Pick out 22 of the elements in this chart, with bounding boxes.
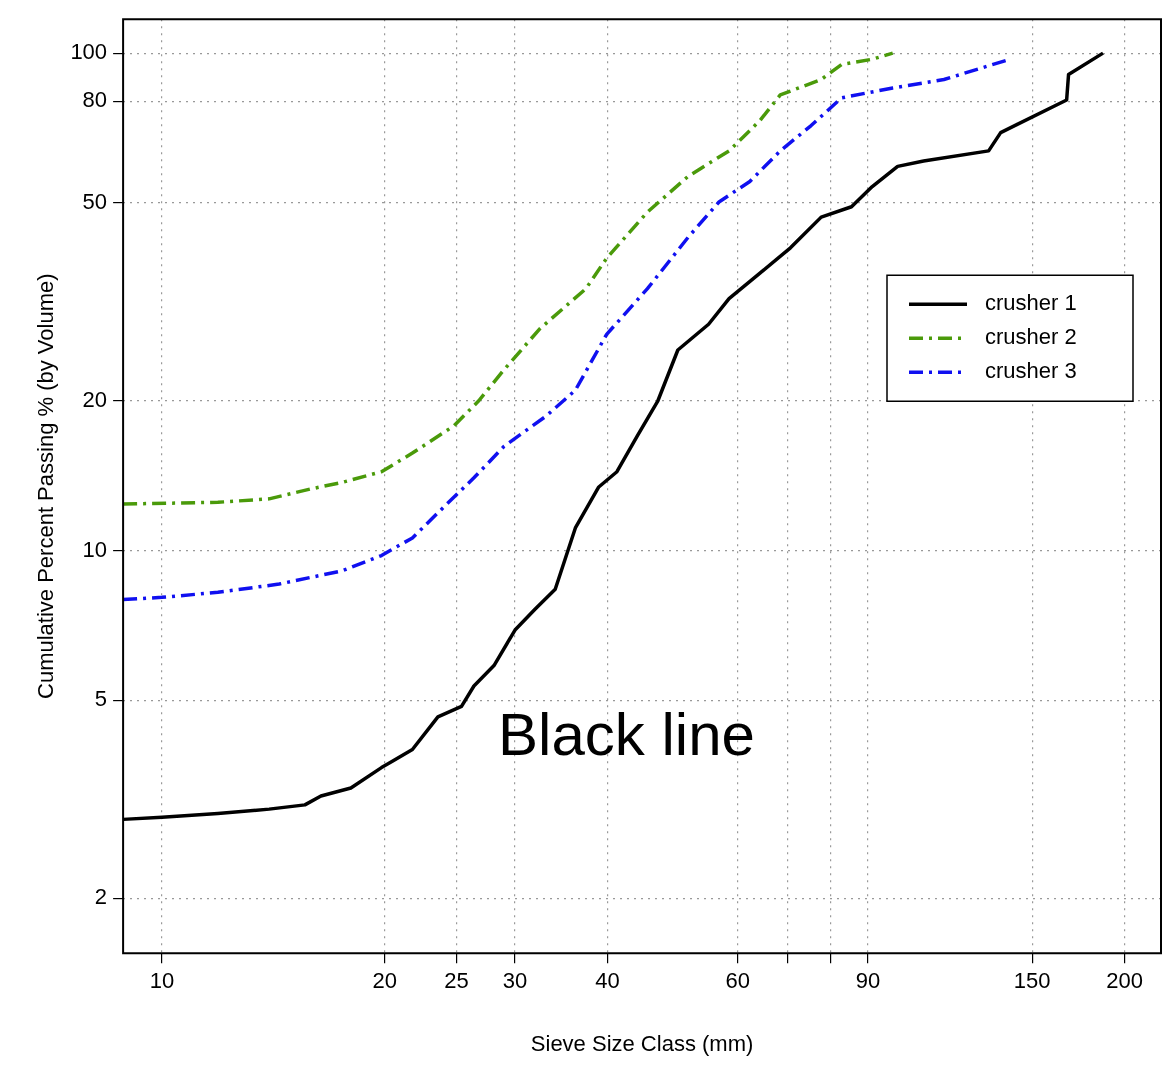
y-tick-label: 5 <box>94 686 108 712</box>
x-tick-label: 30 <box>502 968 528 994</box>
x-tick-label: 10 <box>149 968 175 994</box>
y-axis-title: Cumulative Percent Passing % (by Volume) <box>33 273 59 699</box>
legend-label: crusher 3 <box>985 358 1077 384</box>
y-tick-label: 10 <box>82 536 108 562</box>
x-tick-label: 40 <box>595 968 620 994</box>
x-tick-label: 20 <box>372 968 397 994</box>
y-tick-label: 50 <box>82 188 108 214</box>
y-tick-label: 100 <box>70 39 108 65</box>
x-tick-label: 200 <box>1106 968 1143 994</box>
y-tick-label: 2 <box>94 884 108 910</box>
x-tick-label: 150 <box>1013 968 1051 994</box>
x-axis-title: Sieve Size Class (mm) <box>530 1030 754 1056</box>
x-tick-label: 90 <box>855 968 881 994</box>
legend-label: crusher 2 <box>985 324 1077 350</box>
x-tick-label: 25 <box>444 968 469 994</box>
y-tick-label: 80 <box>82 87 108 113</box>
annotation: Black line <box>498 700 755 768</box>
x-tick-label: 60 <box>725 968 750 994</box>
y-tick-label: 20 <box>82 386 108 412</box>
legend-label: crusher 1 <box>985 290 1077 316</box>
